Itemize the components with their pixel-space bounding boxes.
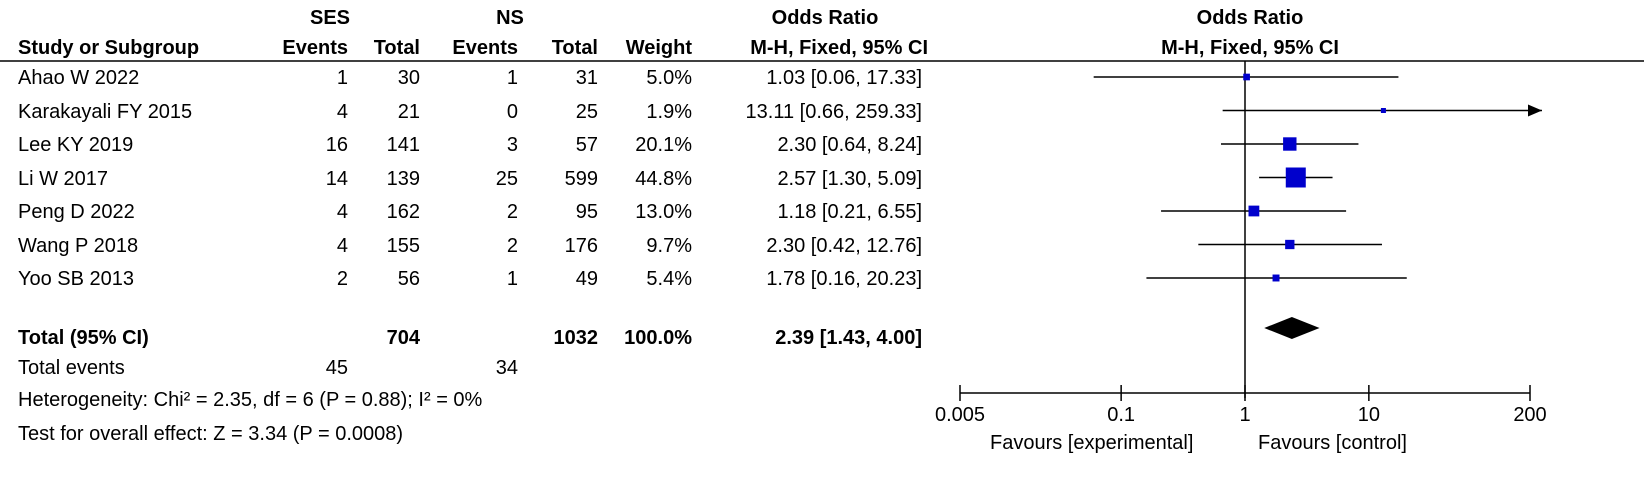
exp-events: 4 <box>336 201 348 223</box>
study-name: Lee KY 2019 <box>18 134 134 156</box>
exp-total: 155 <box>386 234 420 257</box>
summary-weight: 100.0% <box>624 327 692 349</box>
ctrl-events-header: Events <box>452 37 518 59</box>
study-weight: 9.7% <box>646 234 692 257</box>
study-weight: 5.0% <box>646 67 692 89</box>
exp-events-header: Events <box>282 37 348 59</box>
study-weight: 20.1% <box>635 134 692 156</box>
study-ci: 2.30 [0.64, 8.24] <box>777 134 922 156</box>
ctrl-total: 176 <box>564 234 598 257</box>
point-estimate-3 <box>1285 167 1306 188</box>
ctrl-total: 599 <box>564 167 598 190</box>
x-tick-label-4: 200 <box>1513 404 1546 426</box>
ctrl-total: 31 <box>575 67 598 89</box>
ctrl-events: 3 <box>506 134 518 156</box>
study-name: Karakayali FY 2015 <box>18 100 193 123</box>
overall-effect-text: Test for overall effect: Z = 3.34 (P = 0… <box>18 423 404 445</box>
study-weight: 44.8% <box>635 167 692 190</box>
exp-total: 141 <box>386 134 420 156</box>
exp-group-header: SES <box>309 7 351 29</box>
exp-total: 30 <box>397 67 420 89</box>
exp-total: 21 <box>397 100 420 123</box>
point-estimate-2 <box>1283 137 1297 151</box>
ctrl-group-header: NS <box>496 7 524 29</box>
ctrl-total: 49 <box>575 268 598 290</box>
x-tick-label-3: 10 <box>1358 404 1380 426</box>
summary-exp-total: 704 <box>386 327 420 349</box>
point-estimate-0 <box>1243 73 1250 81</box>
ctrl-events: 1 <box>506 268 518 290</box>
ctrl-events: 25 <box>495 167 518 190</box>
study-name: Li W 2017 <box>18 167 109 190</box>
study-name: Peng D 2022 <box>18 201 135 223</box>
exp-events: 1 <box>336 67 348 89</box>
exp-total-header: Total <box>373 37 420 59</box>
summary-ci: 2.39 [1.43, 4.00] <box>775 327 922 349</box>
exp-events: 4 <box>336 100 348 123</box>
exp-total: 139 <box>386 167 420 190</box>
ctrl-total-header: Total <box>551 37 598 59</box>
point-estimate-4 <box>1248 205 1260 217</box>
exp-events: 16 <box>325 134 348 156</box>
heterogeneity-text: Heterogeneity: Chi² = 2.35, df = 6 (P = … <box>18 389 483 411</box>
ctrl-events: 2 <box>506 201 518 223</box>
plot-method-header: M-H, Fixed, 95% CI <box>1161 37 1339 59</box>
study-ci: 1.03 [0.06, 17.33] <box>766 67 922 89</box>
total-events-exp: 45 <box>325 357 348 379</box>
summary-ctrl-total: 1032 <box>553 327 599 349</box>
point-estimate-6 <box>1272 274 1280 282</box>
exp-events: 14 <box>325 167 348 190</box>
exp-events: 4 <box>336 234 348 257</box>
or-column-title: Odds Ratio <box>771 7 879 29</box>
x-tick-label-1: 0.1 <box>1107 404 1135 426</box>
x-tick-label-2: 1 <box>1239 404 1250 426</box>
study-weight: 13.0% <box>635 201 692 223</box>
exp-total: 162 <box>386 201 420 223</box>
exp-events: 2 <box>336 268 348 290</box>
ctrl-total: 25 <box>575 100 598 123</box>
favours-experimental-label: Favours [experimental] <box>990 432 1194 454</box>
or-method-header: M-H, Fixed, 95% CI <box>750 37 928 59</box>
point-estimate-5 <box>1285 239 1295 250</box>
exp-total: 56 <box>397 268 420 290</box>
ctrl-total: 95 <box>575 201 598 223</box>
study-name: Wang P 2018 <box>18 234 139 257</box>
study-ci: 13.11 [0.66, 259.33] <box>745 100 922 123</box>
ctrl-total: 57 <box>575 134 598 156</box>
ci-arrow-1 <box>1528 104 1542 117</box>
study-ci: 2.30 [0.42, 12.76] <box>766 234 922 257</box>
summary-label: Total (95% CI) <box>18 327 149 349</box>
study-ci: 2.57 [1.30, 5.09] <box>777 167 922 190</box>
x-tick-label-0: 0.005 <box>935 404 985 426</box>
point-estimate-1 <box>1380 108 1386 113</box>
ctrl-events: 2 <box>506 234 518 257</box>
study-ci: 1.78 [0.16, 20.23] <box>766 268 922 290</box>
study-column-header: Study or Subgroup <box>18 37 200 59</box>
total-events-ctrl: 34 <box>495 357 518 379</box>
study-name: Ahao W 2022 <box>18 67 140 89</box>
pooled-diamond <box>1264 317 1320 339</box>
ctrl-events: 1 <box>506 67 518 89</box>
study-weight: 1.9% <box>646 100 692 123</box>
total-events-label: Total events <box>18 357 125 379</box>
study-weight: 5.4% <box>646 268 692 290</box>
plot-title: Odds Ratio <box>1196 7 1304 29</box>
ctrl-events: 0 <box>506 100 518 123</box>
weight-header: Weight <box>625 37 692 59</box>
study-ci: 1.18 [0.21, 6.55] <box>777 201 922 223</box>
favours-control-label: Favours [control] <box>1258 432 1407 454</box>
study-name: Yoo SB 2013 <box>18 268 135 290</box>
